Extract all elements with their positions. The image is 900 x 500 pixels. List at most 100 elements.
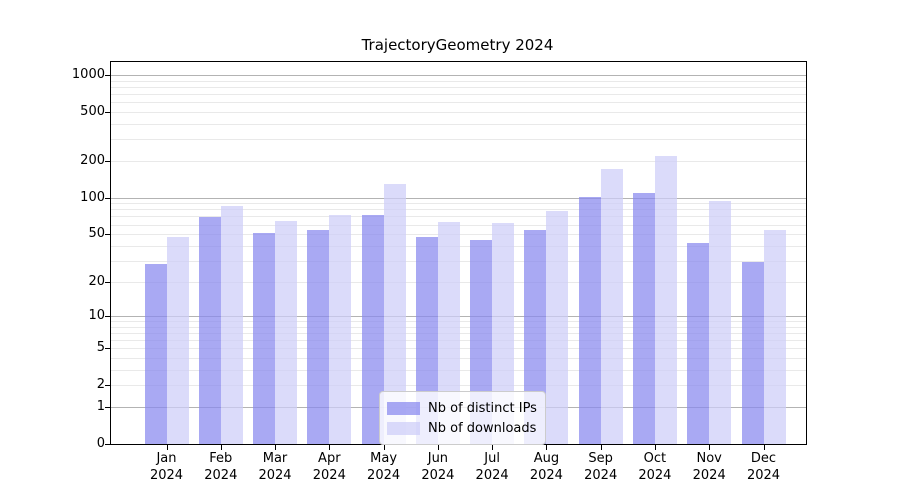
bar-downloads-oct [654, 156, 677, 444]
y-axis-label: 10 [88, 308, 105, 323]
gridline-minor [111, 80, 806, 82]
y-axis-tick [105, 197, 111, 199]
y-axis-label: 100 [80, 189, 105, 205]
x-label-month: Jul [484, 451, 500, 466]
legend-swatch-distinct-ips [387, 401, 420, 415]
legend-label: Nb of distinct IPs [428, 400, 537, 416]
legend-swatch-downloads [387, 421, 420, 435]
gridline-minor [111, 94, 806, 96]
bar-downloads-mar [275, 221, 297, 444]
bar-downloads-feb [220, 206, 243, 444]
chart-title: TrajectoryGeometry 2024 [361, 36, 554, 54]
gridline-minor [111, 139, 806, 141]
y-axis-label: 50 [88, 226, 105, 242]
x-axis-tick [492, 444, 494, 450]
y-axis-tick [105, 316, 111, 317]
bar-distinct-ips-apr [307, 230, 330, 444]
y-axis-tick [105, 407, 111, 408]
legend-item-distinct-ips: Nb of distinct IPs [387, 398, 537, 418]
x-label-month: May [370, 451, 398, 466]
x-label-year: 2024 [692, 468, 726, 483]
legend-label: Nb of downloads [428, 420, 537, 436]
gridline-minor [111, 209, 806, 211]
x-axis-label: Jun 2024 [406, 450, 470, 484]
y-axis-label: 1000 [71, 67, 105, 83]
gridline-major [111, 197, 806, 199]
y-axis-tick [105, 112, 111, 114]
y-axis-label: 1 [96, 399, 105, 414]
x-label-year: 2024 [258, 468, 292, 483]
x-label-month: Oct [643, 451, 667, 466]
bar-downloads-aug [546, 210, 569, 444]
y-axis-tick [105, 75, 111, 77]
x-label-year: 2024 [204, 468, 238, 483]
gridline-minor [111, 203, 806, 205]
x-axis-tick [763, 444, 765, 450]
x-axis-tick [437, 444, 439, 450]
gridline-minor [111, 112, 806, 114]
bar-downloads-may [383, 184, 406, 444]
bar-downloads-sep [600, 169, 623, 444]
bar-distinct-ips-nov [687, 243, 710, 444]
x-label-month: Jun [427, 451, 449, 466]
legend: Nb of distinct IPs Nb of downloads [379, 391, 546, 445]
x-label-year: 2024 [149, 468, 184, 483]
x-axis-tick [709, 444, 711, 450]
x-axis-label: Sep 2024 [569, 450, 633, 484]
y-axis-label: 0 [96, 436, 105, 451]
x-axis-tick [600, 444, 602, 450]
x-label-year: 2024 [312, 468, 346, 483]
gridline-minor [111, 160, 806, 162]
y-axis-tick [105, 234, 111, 236]
gridline-major [111, 75, 806, 77]
gridline-minor [111, 102, 806, 104]
x-label-month: Aug [533, 451, 560, 466]
bar-downloads-jul [492, 222, 515, 444]
bar-distinct-ips-sep [578, 197, 601, 444]
x-axis-label: May 2024 [352, 450, 416, 484]
x-axis-tick [654, 444, 656, 450]
gridline-minor [111, 216, 806, 218]
x-axis-label: Apr 2024 [297, 450, 361, 484]
x-label-year: 2024 [421, 468, 455, 483]
bar-distinct-ips-feb [198, 217, 221, 444]
gridline-minor [111, 87, 806, 89]
bar-downloads-jan [166, 237, 189, 444]
x-axis-label: Aug 2024 [514, 450, 578, 484]
bar-distinct-ips-aug [524, 230, 547, 444]
bar-downloads-jun [437, 222, 460, 444]
bar-distinct-ips-dec [741, 262, 764, 444]
bar-distinct-ips-may [361, 214, 384, 444]
x-axis-label: Nov 2024 [677, 450, 741, 484]
x-axis-label: Dec 2024 [732, 450, 796, 484]
bar-downloads-nov [709, 200, 732, 444]
x-axis-tick [546, 444, 548, 450]
x-axis-tick [383, 444, 385, 450]
x-label-month: Sep [588, 451, 613, 466]
x-label-year: 2024 [638, 468, 672, 483]
y-axis-label: 5 [96, 340, 105, 356]
x-label-year: 2024 [475, 468, 509, 483]
y-axis-tick [105, 385, 111, 387]
x-label-month: Dec [750, 451, 777, 466]
x-label-month: Mar [262, 451, 288, 466]
plot-area: Nb of distinct IPs Nb of downloads 0 1 2 5 1… [72, 61, 807, 483]
x-axis-label: Mar 2024 [243, 450, 307, 484]
bar-distinct-ips-mar [253, 233, 275, 444]
x-label-year: 2024 [529, 468, 563, 483]
x-axis-label: Feb 2024 [189, 450, 253, 484]
bar-downloads-apr [329, 214, 352, 444]
bar-distinct-ips-oct [632, 193, 655, 444]
legend-item-downloads: Nb of downloads [387, 418, 537, 438]
x-label-year: 2024 [584, 468, 618, 483]
y-axis-tick [105, 348, 111, 350]
x-label-month: Apr [318, 451, 341, 466]
y-axis-tick [105, 281, 111, 283]
x-label-year: 2024 [367, 468, 401, 483]
x-axis-tick [166, 444, 168, 450]
x-axis-tick [329, 444, 331, 450]
bar-downloads-dec [763, 230, 786, 444]
y-axis-label: 500 [80, 104, 105, 120]
y-axis-label: 2 [96, 377, 105, 393]
